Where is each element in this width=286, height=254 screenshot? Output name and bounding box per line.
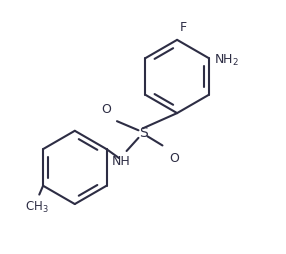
- Text: NH: NH: [112, 155, 131, 168]
- Text: S: S: [139, 126, 147, 140]
- Text: F: F: [180, 21, 187, 34]
- Text: O: O: [102, 103, 112, 116]
- Text: CH$_3$: CH$_3$: [25, 200, 49, 215]
- Text: O: O: [170, 152, 179, 165]
- Text: NH$_2$: NH$_2$: [214, 53, 239, 68]
